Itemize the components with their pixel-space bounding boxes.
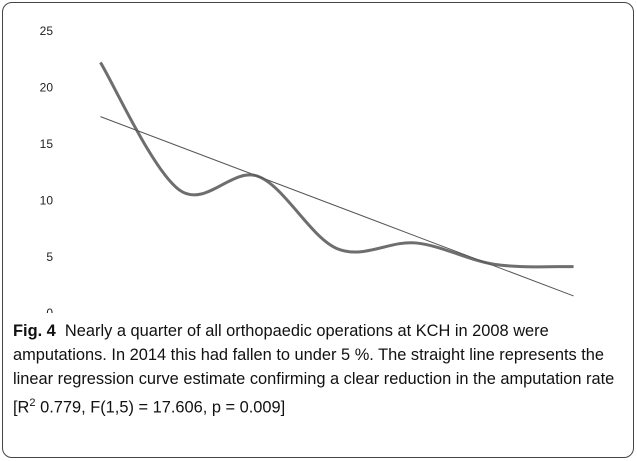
y-tick-label: 0: [46, 306, 53, 313]
caption: Fig. 4 Nearly a quarter of all orthopaed…: [13, 319, 627, 419]
regression-line: [100, 116, 574, 297]
caption-text: Nearly a quarter of all orthopaedic oper…: [13, 322, 615, 417]
chart: 05101520252008200920102011201220132014: [40, 24, 574, 313]
y-tick-label: 15: [40, 137, 54, 151]
y-tick-label: 10: [40, 193, 54, 207]
y-tick-label: 5: [46, 250, 53, 264]
caption-label: Fig. 4: [13, 322, 56, 340]
y-tick-label: 25: [40, 24, 54, 38]
y-tick-label: 20: [40, 81, 54, 95]
caption-sup: 2: [29, 397, 36, 409]
caption-text: 0.779, F(1,5) = 17.606, p = 0.009]: [35, 398, 286, 417]
data-line: [99, 61, 574, 269]
